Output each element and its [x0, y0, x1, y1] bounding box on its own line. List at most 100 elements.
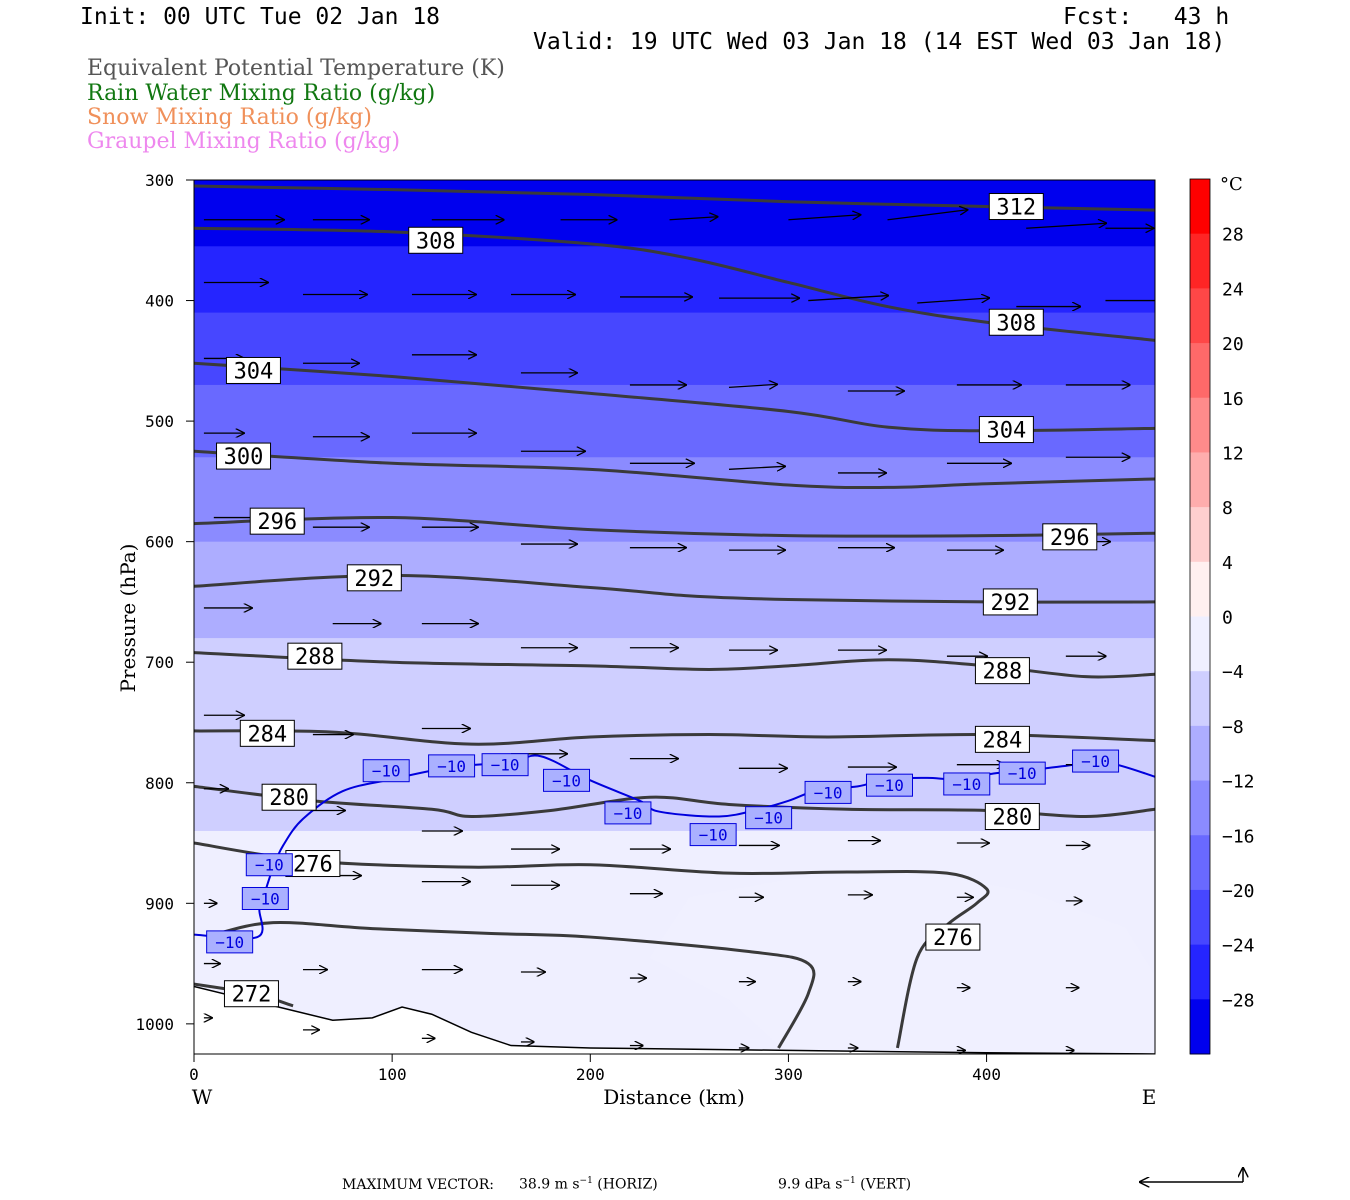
- label-box: [346, 564, 402, 592]
- colorbar-segment: [1190, 343, 1210, 399]
- init-time: Init: 00 UTC Tue 02 Jan 18: [80, 4, 441, 30]
- iso-text: −10: [699, 826, 728, 845]
- max-vert-vector: 9.9 dPa s−1 (VERT): [778, 1176, 912, 1193]
- label-box: [974, 725, 1030, 753]
- iso-box: [481, 753, 529, 777]
- colorbar-tick-label: 20: [1222, 334, 1244, 355]
- wind-arrow: [728, 384, 777, 387]
- colorbar-segment: [1190, 889, 1210, 946]
- theta-e-label-280: 280: [261, 783, 317, 811]
- colorbar-tick-label: 28: [1222, 225, 1244, 246]
- theta-e-label-280: 280: [984, 803, 1040, 831]
- colorbar-segment: [1190, 835, 1210, 891]
- theta-e-label-300: 300: [216, 442, 272, 470]
- theta-e-308: [194, 226, 1155, 342]
- x-tick-label: 400: [972, 1065, 1001, 1084]
- y-tick-label: 400: [145, 292, 174, 311]
- colorbar-tick-label: −20: [1222, 881, 1255, 902]
- isotherm-label: −10: [362, 759, 410, 783]
- x-tick-label: 0: [189, 1065, 199, 1084]
- label-box: [216, 442, 272, 470]
- label-text: 300: [224, 445, 264, 470]
- iso-box: [241, 886, 289, 910]
- label-box: [408, 226, 464, 254]
- theta-e-288: [194, 651, 1155, 679]
- iso-text: −10: [952, 775, 981, 794]
- colorbar-tick-label: −24: [1222, 936, 1255, 957]
- iso-box: [543, 768, 591, 792]
- max-horiz-vector: 38.9 m s−1 (HORIZ): [519, 1176, 658, 1193]
- plot-frame: [193, 179, 1156, 1055]
- isotherm-label: −10: [481, 753, 529, 777]
- colorbar-segment: [1190, 725, 1210, 782]
- colorbar-tick-label: 4: [1222, 553, 1233, 574]
- label-text: 280: [269, 786, 309, 811]
- max-vector-label: MAXIMUM VECTOR:: [342, 1177, 494, 1193]
- iso-box: [689, 823, 737, 847]
- iso-box: [604, 801, 652, 825]
- colorbar-segment: [1190, 999, 1210, 1055]
- iso-text: −10: [215, 933, 244, 952]
- wind-arrow: [887, 210, 968, 221]
- warm-zone-fill: [649, 869, 1155, 1054]
- label-text: 312: [996, 196, 1036, 221]
- label-text: 304: [234, 359, 274, 384]
- forecast-hour: Fcst: 43 h: [1063, 4, 1230, 30]
- iso-box: [943, 772, 991, 796]
- iso-box: [865, 773, 913, 797]
- iso-box: [1072, 749, 1120, 773]
- colorbar-segment: [1190, 288, 1210, 344]
- theta-e-label-292: 292: [982, 588, 1038, 616]
- iso-text: −10: [814, 783, 843, 802]
- label-box: [925, 923, 981, 951]
- west-label: W: [192, 1085, 213, 1109]
- x-tick-label: 200: [576, 1065, 605, 1084]
- theta-e-label-296: 296: [1042, 523, 1098, 551]
- legend-rain: Rain Water Mixing Ratio (g/kg): [87, 81, 436, 106]
- legend-graupel: Graupel Mixing Ratio (g/kg): [87, 129, 401, 154]
- label-box: [261, 783, 317, 811]
- label-box: [978, 416, 1034, 444]
- colorbar-unit: °C: [1220, 174, 1243, 195]
- colorbar-tick-label: −16: [1222, 826, 1255, 847]
- theta-e-296: [194, 515, 1155, 538]
- isotherm-label: −10: [245, 853, 293, 877]
- iso-text: −10: [1008, 764, 1037, 783]
- iso-text: −10: [491, 756, 520, 775]
- label-box: [287, 642, 343, 670]
- wind-arrow: [917, 298, 989, 304]
- wind-arrow: [788, 215, 860, 221]
- label-box: [285, 850, 341, 878]
- y-axis-title: Pressure (hPa): [116, 544, 140, 693]
- x-tick-label: 300: [774, 1065, 803, 1084]
- ground-line: [194, 985, 1155, 1054]
- isotherm-label: −10: [689, 823, 737, 847]
- theta-e-label-284: 284: [239, 719, 295, 747]
- valid-time: Valid: 19 UTC Wed 03 Jan 18 (14 EST Wed …: [533, 29, 1226, 55]
- y-tick-label: 500: [145, 412, 174, 431]
- iso-box: [428, 754, 476, 778]
- label-text: 296: [1050, 526, 1090, 551]
- wind-arrow: [728, 466, 785, 469]
- theta-e-label-276: 276: [925, 923, 981, 951]
- temp-band--16: [194, 457, 1155, 543]
- isotherm-label: −10: [428, 754, 476, 778]
- theta-e-label-284: 284: [974, 725, 1030, 753]
- colorbar-segment: [1190, 671, 1210, 727]
- wind-arrow: [669, 217, 718, 220]
- colorbar: 28 24 20 16 12 8 4 0 −4 −8 −12 −16 −20 −24 −28 °C: [1189, 174, 1255, 1055]
- iso-text: −10: [875, 776, 904, 795]
- east-label: E: [1142, 1085, 1157, 1109]
- colorbar-tick-label: 0: [1222, 608, 1233, 629]
- y-tick-label: 600: [145, 533, 174, 552]
- label-text: 304: [987, 419, 1027, 444]
- theta-e-label-304: 304: [225, 356, 281, 384]
- colorbar-tick-label: 12: [1222, 443, 1244, 464]
- label-text: 276: [933, 926, 973, 951]
- colorbar-tick-label: −4: [1222, 662, 1244, 683]
- label-box: [249, 507, 305, 535]
- iso-text: −10: [251, 889, 280, 908]
- colorbar-tick-label: −12: [1222, 772, 1255, 793]
- label-text: 308: [996, 311, 1036, 336]
- wind-vectors: [204, 210, 1155, 1051]
